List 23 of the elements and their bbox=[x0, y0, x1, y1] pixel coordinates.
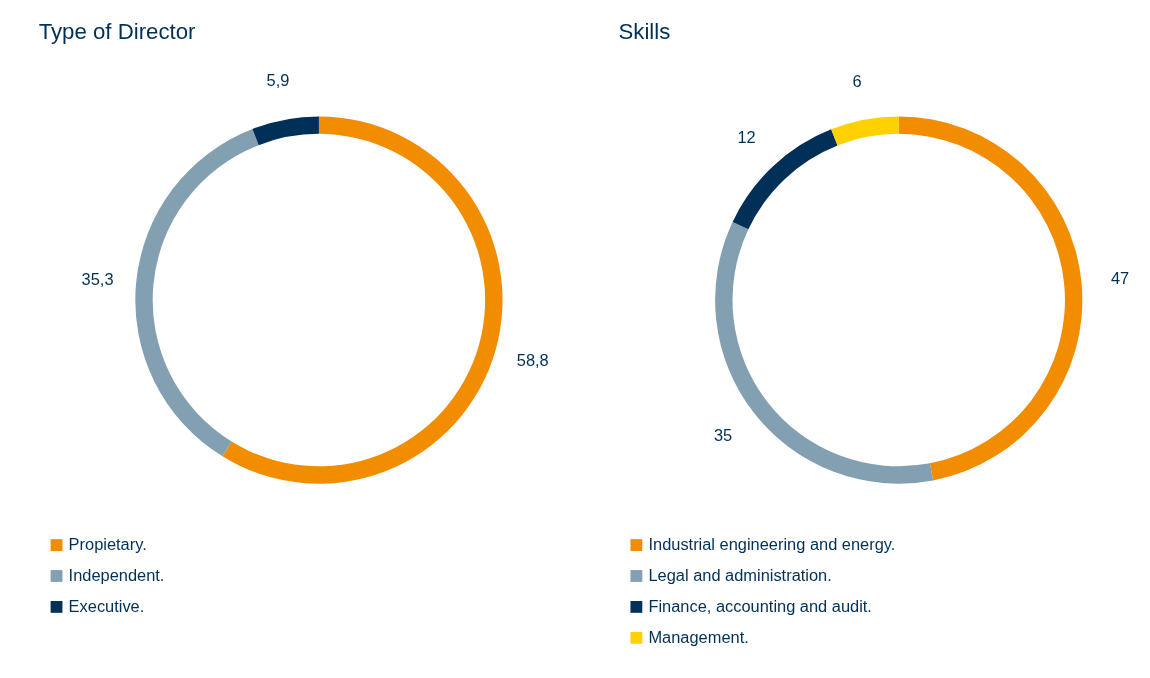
donut-slice bbox=[831, 116, 899, 146]
legend-label: Management. bbox=[648, 627, 749, 646]
legend-label: Finance, accounting and audit. bbox=[648, 596, 872, 615]
donut-slice bbox=[715, 221, 934, 484]
data-label: 6 bbox=[852, 71, 862, 90]
data-label: 35 bbox=[713, 426, 733, 445]
chart-title: Type of Director bbox=[38, 19, 197, 45]
legend-label: Industrial engineering and energy. bbox=[648, 534, 896, 553]
legend-label: Propietary. bbox=[68, 534, 147, 553]
data-label: 58,8 bbox=[516, 350, 549, 369]
data-label: 12 bbox=[737, 127, 756, 146]
legend-label: Independent. bbox=[68, 565, 165, 584]
data-label: 5,9 bbox=[266, 71, 290, 90]
donut-slice bbox=[252, 116, 319, 146]
donut-slice bbox=[898, 116, 1083, 481]
data-label: 47 bbox=[1110, 268, 1130, 287]
legend-label: Legal and administration. bbox=[648, 565, 832, 584]
donut-slice bbox=[135, 128, 259, 457]
chart-title: Skills bbox=[618, 19, 671, 45]
data-label: 35,3 bbox=[81, 269, 114, 288]
donut-slice bbox=[732, 129, 838, 230]
legend-label: Executive. bbox=[68, 596, 145, 615]
donut-slice bbox=[222, 116, 503, 484]
